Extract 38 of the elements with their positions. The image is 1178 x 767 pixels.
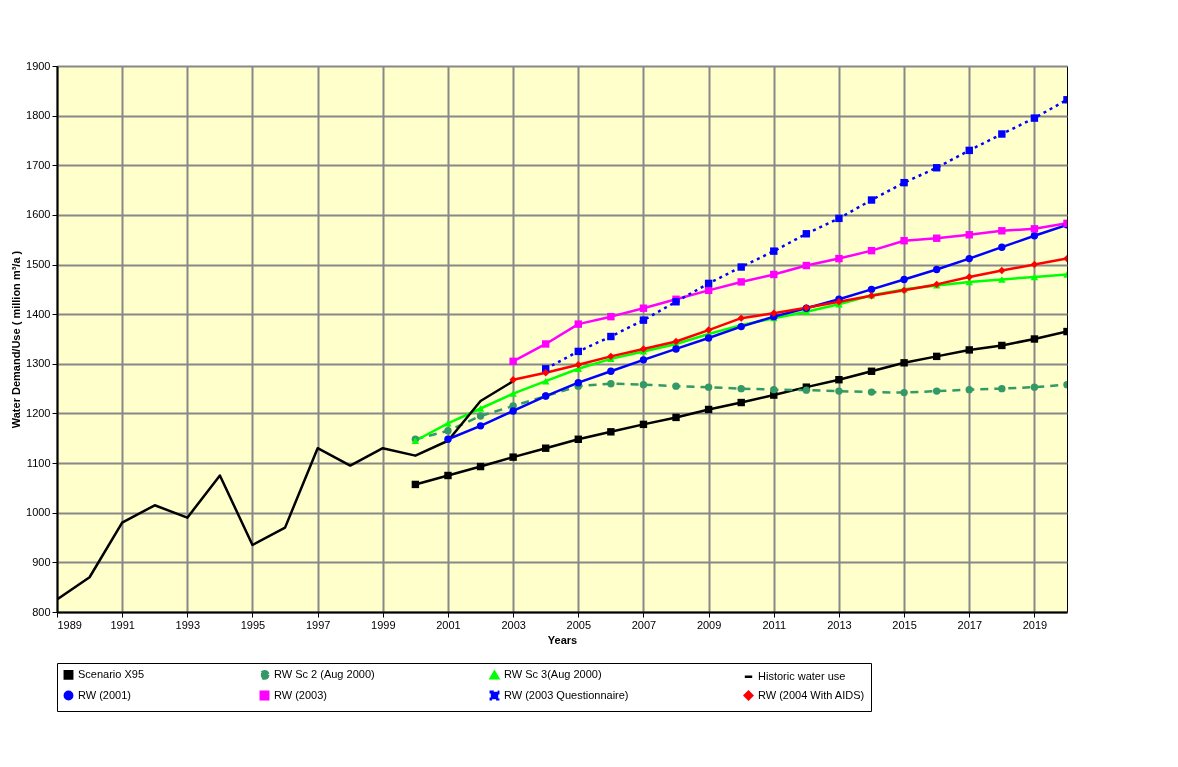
legend-label: RW (2001) [78,688,131,701]
y-tick-label: 900 [32,555,51,568]
y-tick-label: 800 [32,605,51,618]
legend-label: RW (2004 With AIDS) [758,688,865,701]
x-tick-label: 2005 [566,618,592,631]
x-tick-label: 1997 [305,618,331,631]
x-tick-label: 1991 [110,618,135,631]
x-tick-label: 2007 [631,618,657,631]
x-tick-label: 2017 [957,618,982,631]
y-tick-label: 1500 [26,258,51,271]
legend-label: Historic water use [758,669,846,682]
x-tick-label: 2013 [827,618,852,631]
legend-label: RW (2003 Questionnaire) [504,688,629,701]
x-tick-label: 1999 [371,618,396,631]
y-tick-label: 1000 [26,506,51,519]
x-tick-label: 1995 [240,618,266,631]
legend-label: Scenario X95 [78,667,145,680]
legend-label: RW (2003) [274,688,327,701]
x-tick-label: 2011 [762,618,787,631]
y-tick-label: 1800 [26,109,51,122]
x-tick-label: 2001 [436,618,461,631]
y-tick-label: 1900 [26,59,51,72]
x-tick-label: 2009 [696,618,722,631]
x-tick-label: 1989 [57,618,82,631]
x-tick-label: 2019 [1022,618,1048,631]
legend-label: RW Sc 3(Aug 2000) [504,668,602,681]
legend-label: RW Sc 2 (Aug 2000) [274,667,375,680]
y-tick-label: 1300 [26,357,51,370]
y-tick-label: 1400 [26,307,51,320]
y-axis-title: Water Demand/Use ( million m³/a ) [10,250,23,429]
x-tick-label: 2015 [892,618,917,631]
y-tick-label: 1200 [26,406,51,419]
x-tick-label: 2003 [501,618,526,631]
y-tick-label: 1100 [26,456,51,469]
x-tick-label: 1993 [175,618,201,631]
y-tick-label: 1600 [26,208,51,221]
x-axis-title: Years [547,633,578,646]
y-tick-label: 1700 [26,158,51,171]
